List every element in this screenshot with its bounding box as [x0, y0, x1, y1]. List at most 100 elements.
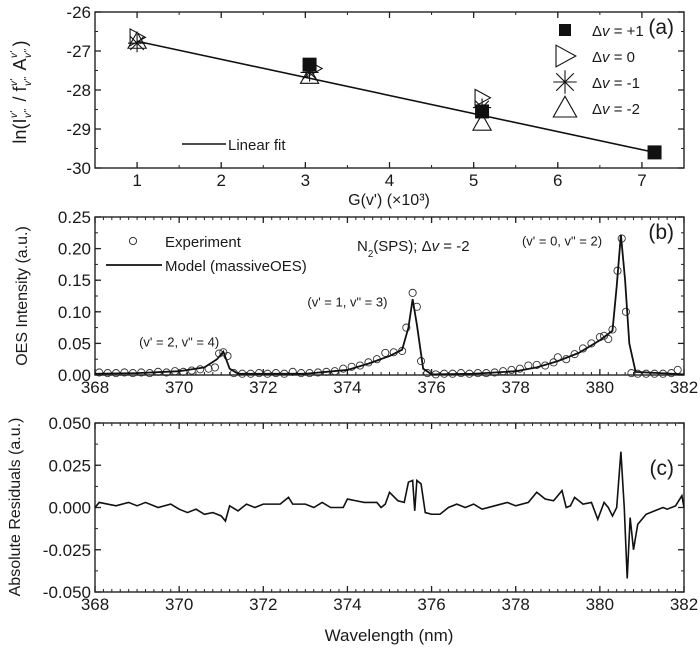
x-axis-label: G(v') (×10³) — [348, 192, 430, 209]
legend-label-part: Δ — [592, 23, 602, 40]
y-tick-label: 0.000 — [48, 499, 91, 518]
asterisk-stroke — [474, 100, 490, 115]
legend-label-part: Δ — [592, 75, 602, 92]
y-tick-label: 0.25 — [58, 208, 91, 227]
y-tick-label: 0.10 — [58, 303, 91, 322]
plot-frame — [94, 422, 685, 593]
x-tick-label: 372 — [249, 378, 277, 397]
y-axis-label-subscript: v" — [23, 109, 34, 118]
x-tick-label: 2 — [216, 171, 225, 190]
x-tick-label: 6 — [553, 171, 562, 190]
y-axis-label: Absolute Residuals (a.u.) — [7, 418, 24, 597]
legend-label-part: v — [602, 75, 611, 92]
y-tick-label: -28 — [66, 81, 91, 100]
y-tick-label: 0.15 — [58, 271, 91, 290]
x-tick-label: 370 — [165, 378, 193, 397]
y-tick-label: -26 — [66, 3, 91, 22]
x-tick-label: 5 — [469, 171, 478, 190]
y-axis-label-subscript: v" — [23, 49, 34, 58]
panel-b: 368 370 372 374 376 378 380 382 0.00 0.05 0.10 0.15… — [14, 208, 698, 397]
legend-entry: Δv = -2 — [552, 95, 640, 118]
x-tick-label: 382 — [670, 595, 698, 614]
legend-label-part: = -1 — [610, 75, 640, 92]
x-tick-label: 382 — [670, 378, 698, 397]
panel-a: 1 2 3 4 5 6 7-26-27-28-29-30(a)Δv = +1Δv = 0Δv… — [9, 3, 685, 209]
experiment-point — [532, 360, 541, 369]
x-tick-label: 1 — [132, 171, 141, 190]
spectrum-title-part: v — [432, 238, 441, 255]
x-tick-label: 372 — [249, 595, 277, 614]
experiment-point — [223, 351, 232, 361]
y-axis-label-superscript: v' — [9, 110, 20, 118]
series-up-triangle — [127, 31, 493, 131]
experiment-point — [408, 288, 417, 297]
legend-label: Δv = -2 — [592, 101, 640, 118]
y-tick-label: 0.025 — [48, 456, 91, 475]
marker-up-triangle — [299, 66, 320, 84]
experiment-point — [515, 364, 524, 373]
legend-label: Δv = -1 — [592, 75, 640, 92]
y-tick-label: -30 — [66, 159, 91, 178]
legend-label: Δv = +1 — [592, 23, 644, 40]
y-tick-label: -0.025 — [43, 541, 91, 560]
x-tick-label: 380 — [586, 595, 614, 614]
y-tick-label: 0.05 — [58, 334, 91, 353]
y-axis-label-group: Absolute Residuals (a.u.) — [7, 418, 24, 597]
x-tick-label: 374 — [333, 378, 361, 397]
peak-annotation: (v' = 0, v" = 2) — [522, 233, 602, 248]
experiment-point — [604, 334, 613, 344]
panel-c: 368 370 372 374 376 378 380 382 0.050 0.025 0.000 -… — [7, 414, 698, 645]
legend-label-part: v — [602, 49, 611, 66]
asterisk-stroke — [555, 72, 575, 92]
x-tick-label: 370 — [165, 595, 193, 614]
experiment-point — [95, 368, 104, 377]
spectrum-title-part: = -2 — [439, 238, 469, 255]
x-tick-label: 376 — [417, 378, 445, 397]
legend-experiment-marker — [128, 236, 138, 246]
experiment-point — [673, 365, 682, 374]
panel-label: (b) — [648, 221, 674, 244]
legend-label-part: v — [602, 23, 611, 40]
experiment-point — [627, 369, 636, 378]
x-tick-label: 380 — [586, 378, 614, 397]
y-tick-label: 0.050 — [48, 414, 91, 433]
marker-up-triangle — [127, 31, 148, 49]
legend-experiment-label: Experiment — [165, 234, 242, 251]
panel-label: (c) — [650, 457, 675, 480]
x-tick-label: 7 — [637, 171, 646, 190]
experiment-point — [549, 358, 558, 367]
y-axis-label-group: OES Intensity (a.u.) — [14, 226, 31, 366]
y-tick-label: -0.050 — [43, 583, 91, 602]
experiment-point — [402, 323, 411, 332]
y-tick-label: 0.20 — [58, 240, 91, 259]
marker-right-triangle — [474, 88, 492, 108]
legend-entry: Δv = -1 — [553, 70, 640, 94]
legend-label: Δv = 0 — [592, 49, 635, 66]
marker-up-triangle — [552, 95, 578, 118]
x-axis-label: Wavelength (nm) — [325, 626, 454, 645]
legend-label-part: v — [602, 101, 611, 118]
residuals-line — [94, 451, 685, 579]
marker-filled-square — [559, 24, 571, 36]
legend-label-part: = +1 — [610, 23, 644, 40]
legend-label-part: = -2 — [610, 101, 640, 118]
spectrum-title: N2(SPS); Δv = -2 — [357, 238, 470, 260]
experiment-point — [621, 307, 630, 316]
marker-asterisk — [553, 70, 577, 94]
model-line — [94, 234, 685, 376]
spectrum-title-part: 2 — [368, 249, 373, 260]
x-tick-label: 378 — [502, 595, 530, 614]
panel-label: (a) — [648, 16, 674, 39]
experiment-point — [507, 365, 516, 374]
peak-annotation: (v' = 1, v" = 3) — [307, 295, 387, 310]
peak-annotation: (v' = 2, v" = 4) — [139, 335, 219, 350]
experiment-point — [288, 367, 297, 376]
y-axis-label: OES Intensity (a.u.) — [14, 226, 31, 366]
y-axis-label-subscript: v" — [23, 77, 34, 86]
marker-right-triangle — [555, 44, 577, 68]
x-tick-label: 4 — [385, 171, 394, 190]
spectrum-title-part: N — [357, 238, 368, 255]
legend-label-part: = 0 — [610, 49, 635, 66]
legend-label-part: Δ — [592, 49, 602, 66]
